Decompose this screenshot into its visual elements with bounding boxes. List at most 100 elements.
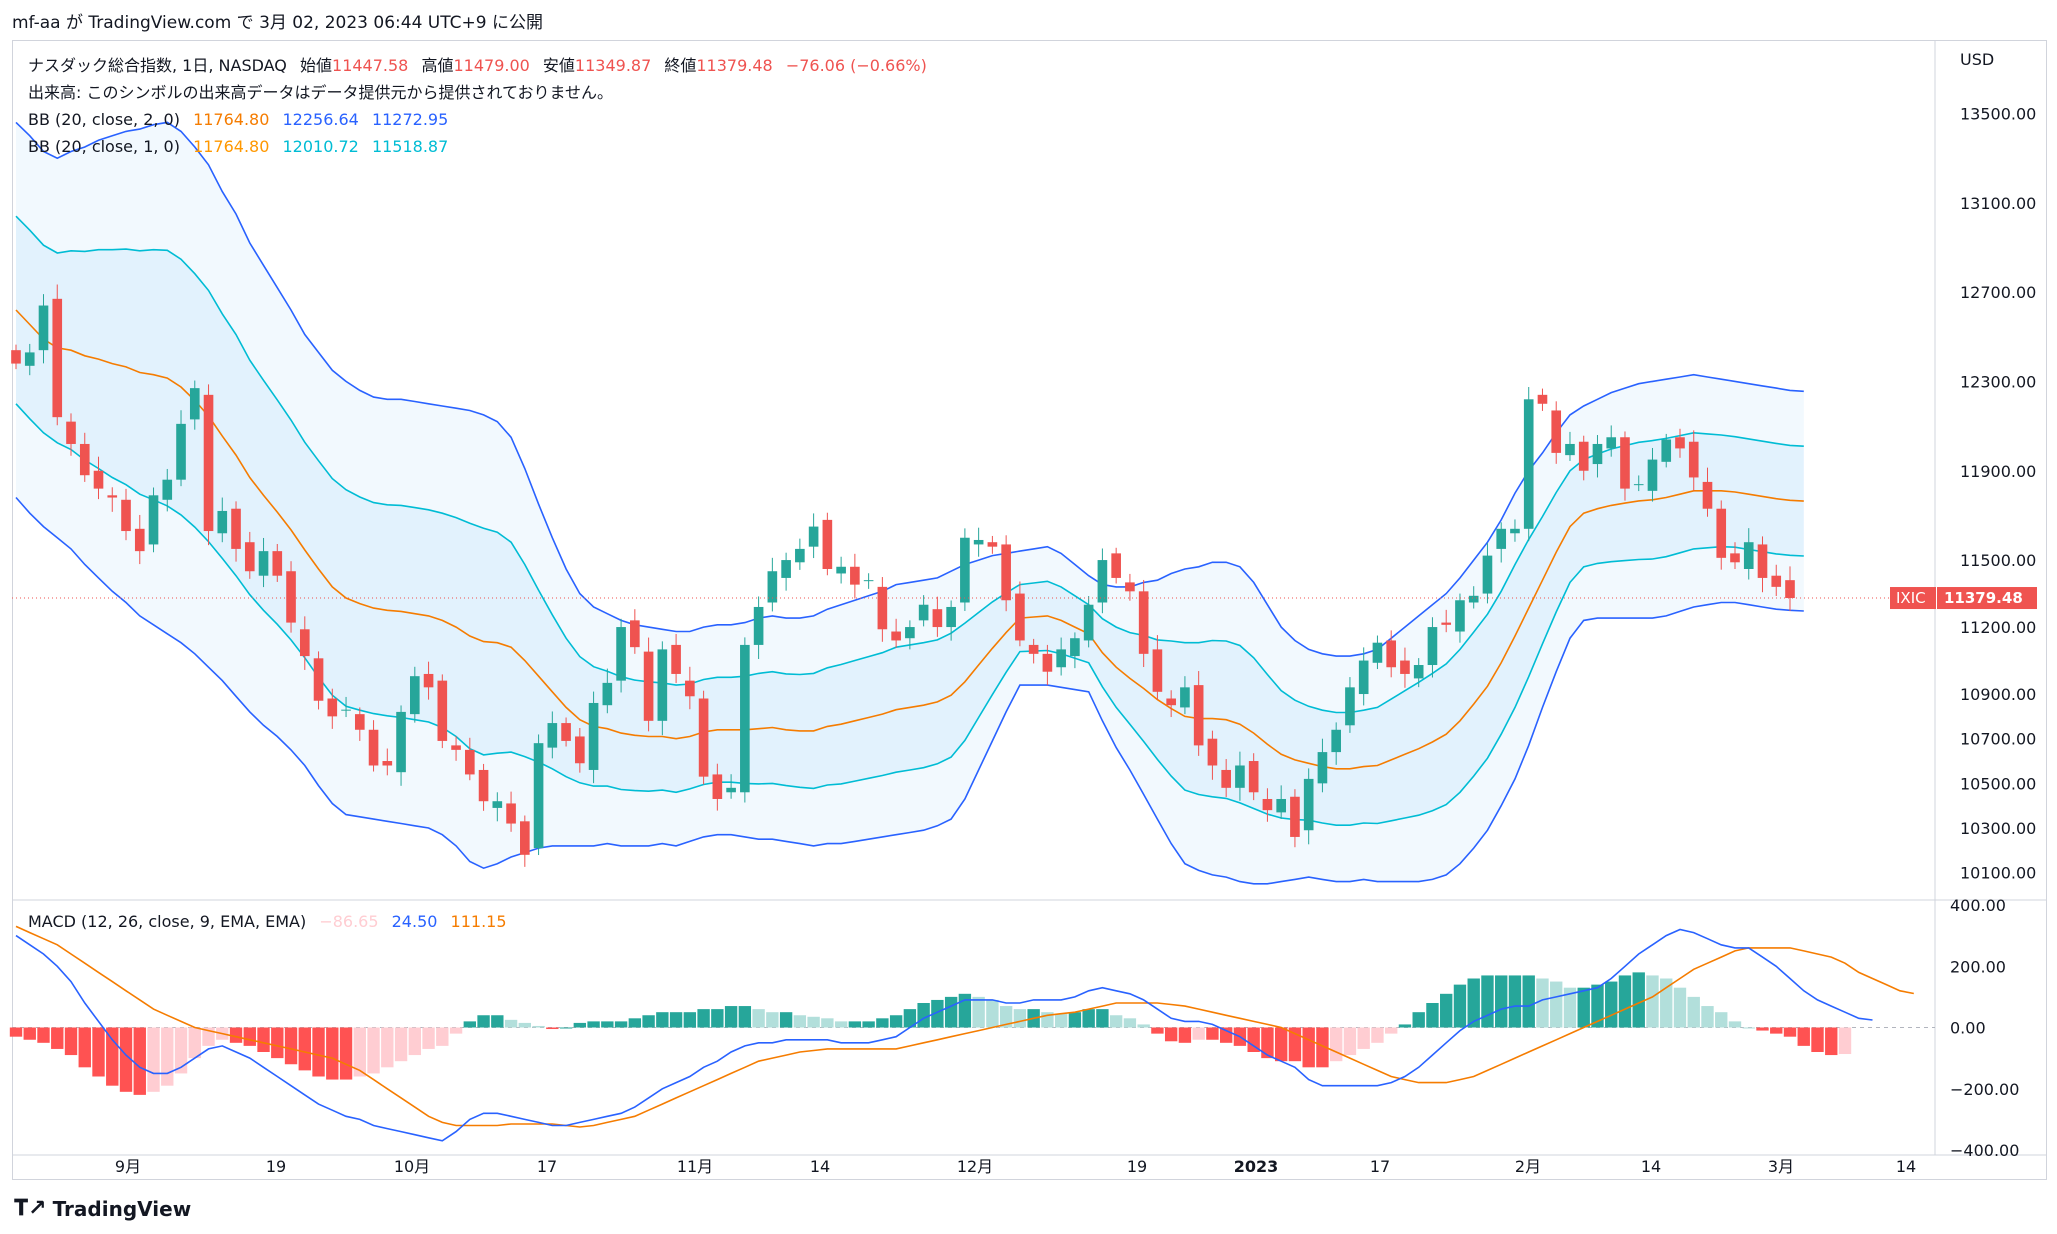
macd-hist-bar: [298, 1027, 311, 1071]
candle-body: [313, 658, 324, 701]
macd-hist-bar: [477, 1015, 490, 1028]
macd-hist-bar: [1770, 1027, 1783, 1034]
macd-hist-bar: [1426, 1003, 1439, 1028]
macd-hist-bar: [106, 1027, 119, 1086]
candle-body: [616, 627, 626, 681]
macd-hist-bar: [1151, 1027, 1164, 1034]
candle-body: [1661, 439, 1672, 462]
time-tick-label: 9月: [115, 1157, 141, 1176]
macd-hist-bar: [408, 1027, 421, 1056]
candle-body: [299, 629, 310, 657]
price-tick-label: 10300.00: [1960, 819, 2036, 838]
price-tick-label: 10100.00: [1960, 864, 2036, 883]
bb1-legend-row[interactable]: BB (20, close, 1, 0) 11764.80 12010.72 1…: [28, 133, 927, 160]
candle-body: [1001, 544, 1011, 601]
macd-hist-bar: [1398, 1024, 1412, 1028]
macd-hist-bar: [1522, 975, 1535, 1028]
candle-body: [520, 821, 530, 855]
price-tick-label: 11500.00: [1960, 551, 2036, 570]
macd-hist-bar: [119, 1027, 133, 1092]
macd-hist-bar: [807, 1016, 820, 1028]
macd-hist-bar: [1302, 1027, 1315, 1068]
macd-hist-bar: [174, 1027, 188, 1074]
macd-hist-bar: [1618, 975, 1632, 1028]
candle-body: [767, 571, 778, 603]
macd-hist-bar: [188, 1027, 201, 1059]
candle-body: [781, 560, 791, 578]
price-tick-label: 13500.00: [1960, 104, 2036, 123]
candle-body: [1303, 778, 1314, 831]
macd-hist-bar: [944, 996, 958, 1028]
macd-hist-bar: [1261, 1027, 1274, 1059]
candle-body: [1716, 508, 1727, 558]
time-tick-label: 2023: [1234, 1157, 1279, 1176]
macd-hist-bar: [1715, 1012, 1728, 1028]
candle-body: [107, 495, 118, 498]
candle-body: [121, 499, 131, 532]
symbol-title[interactable]: ナスダック総合指数, 1日, NASDAQ: [28, 56, 287, 75]
candle-body: [1083, 604, 1094, 641]
price-tick-label: 12700.00: [1960, 283, 2036, 302]
candle-body: [423, 673, 434, 688]
candle-body: [850, 566, 860, 585]
time-tick-label: 2月: [1515, 1157, 1541, 1176]
price-tick-label: 12300.00: [1960, 372, 2036, 391]
macd-hist-bar: [1811, 1027, 1824, 1052]
candle-body: [1551, 410, 1562, 453]
candle-body: [478, 769, 489, 802]
macd-tick-label: −200.00: [1950, 1080, 2019, 1099]
bb-basis-line: [15, 309, 1804, 770]
bb2-legend-row[interactable]: BB (20, close, 2, 0) 11764.80 12256.64 1…: [28, 106, 927, 133]
macd-hist-bar: [1632, 972, 1645, 1028]
macd-hist-bar: [587, 1021, 600, 1028]
macd-line-value: 24.50: [391, 912, 438, 931]
macd-hist-bar: [793, 1015, 807, 1028]
macd-hist-bar: [243, 1027, 256, 1046]
macd-hist-bar: [92, 1027, 105, 1077]
candle-body: [1578, 441, 1589, 471]
macd-hist-bar: [766, 1012, 779, 1028]
macd-hist-bar: [284, 1027, 298, 1065]
candle-body: [368, 729, 379, 766]
macd-hist-bar: [1591, 984, 1604, 1028]
macd-hist-bar: [1728, 1021, 1742, 1028]
macd-hist-bar: [738, 1006, 752, 1028]
macd-hist-bar: [161, 1027, 174, 1086]
macd-hist-bar: [133, 1027, 146, 1095]
macd-hist-bar: [999, 1006, 1013, 1028]
currency-label: USD: [1960, 50, 1994, 69]
candle-body: [272, 551, 283, 576]
candle-body: [588, 702, 599, 770]
macd-hist-bar: [546, 1027, 559, 1030]
candle-body: [506, 803, 516, 824]
symbol-tag: [1890, 587, 1936, 610]
price-tick-label: 11900.00: [1960, 462, 2036, 481]
candle-body: [918, 604, 929, 621]
open-value: 11447.58: [332, 56, 409, 75]
macd-hist-bar: [326, 1027, 339, 1080]
candle-body: [1235, 765, 1245, 788]
macd-hist-bar: [1563, 987, 1577, 1028]
macd-hist-bar: [1123, 1018, 1137, 1028]
macd-legend[interactable]: MACD (12, 26, close, 9, EMA, EMA) −86.65…: [28, 912, 507, 931]
bb2-upper-line: [15, 121, 1804, 657]
candle-body: [575, 736, 585, 764]
macd-hist-bar: [229, 1027, 243, 1043]
candle-body: [1248, 761, 1259, 793]
candle-body: [1455, 600, 1465, 632]
candle-body: [1771, 575, 1782, 587]
bb1-fill: [16, 216, 1804, 826]
macd-tick-label: −400.00: [1950, 1141, 2019, 1160]
candle-body: [1606, 437, 1617, 449]
candlesticks: [11, 284, 1795, 867]
macd-hist-bar: [64, 1027, 78, 1056]
candle-body: [1785, 580, 1795, 599]
macd-hist-bar: [1013, 1009, 1027, 1028]
tradingview-logo[interactable]: 𝐓↗ TradingView: [14, 1196, 191, 1221]
macd-hist-bar: [559, 1027, 573, 1029]
candle-body: [1262, 798, 1273, 811]
macd-hist-bar: [711, 1009, 724, 1028]
macd-hist-bar: [1137, 1024, 1150, 1028]
candle-body: [1565, 443, 1575, 456]
